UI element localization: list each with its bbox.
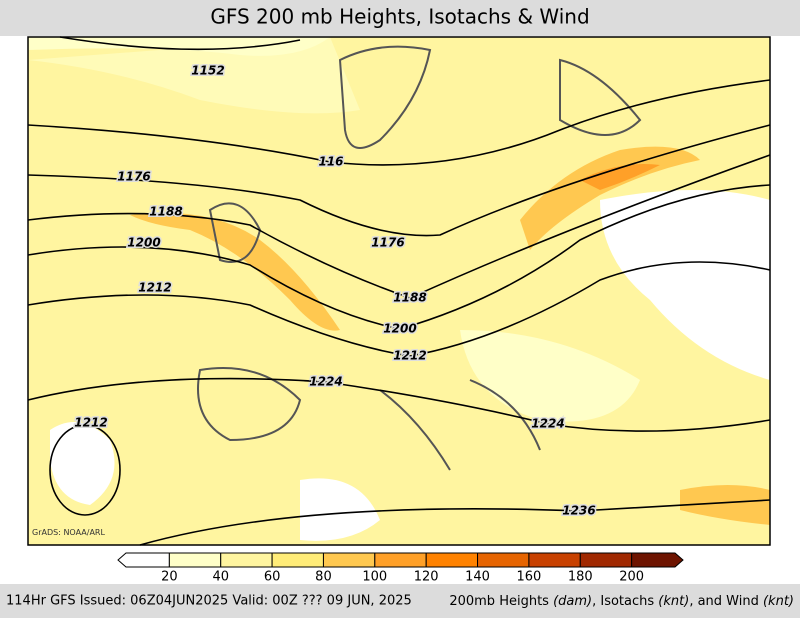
colorbar-segment [631, 552, 684, 568]
colorbar-label: 200 [619, 570, 644, 585]
contour-label: 1224 [531, 417, 564, 431]
colorbar-segment [579, 552, 633, 568]
contour-line [139, 499, 771, 546]
colorbar-segment [322, 552, 376, 568]
colorbar-segment [374, 552, 427, 568]
contour-label: 1188 [393, 291, 426, 305]
footer-right-part: (knt) [658, 594, 689, 609]
field-jet-core [580, 164, 660, 190]
footer-right: 200mb Heights (dam), Isotachs (knt), and… [449, 594, 794, 609]
colorbar-segment [117, 552, 170, 568]
colorbar-segment [528, 552, 581, 568]
field-jet [680, 485, 770, 525]
colorbar-segment [168, 552, 222, 568]
contour-labels: 1152 116 1176 1188 1200 1176 1212 1188 1200 1212 1… [73, 62, 597, 519]
footer-right-part: (dam) [553, 594, 592, 609]
colorbar-label: 160 [516, 570, 541, 585]
contour-label: 1212 [138, 281, 171, 295]
contour-label: 116 [318, 155, 343, 169]
colorbar-label: 140 [465, 570, 490, 585]
footer-right-part: 200mb Heights [449, 594, 553, 609]
contour-label: 1236 [562, 504, 595, 518]
field-jet [130, 212, 340, 331]
colorbar-label: 180 [568, 570, 593, 585]
colorbar: 20 40 60 80 100 120 140 160 180 200 [117, 552, 684, 585]
colorbar-label: 120 [414, 570, 439, 585]
colorbar-label: 60 [264, 570, 281, 585]
contour-line [49, 424, 121, 516]
field-white [600, 190, 770, 380]
contour-line [27, 184, 771, 330]
title: GFS 200 mb Heights, Isotachs & Wind [210, 5, 589, 29]
footer-left: 114Hr GFS Issued: 06Z04JUN2025 Valid: 00… [6, 594, 412, 609]
contour-label: 1188 [149, 205, 182, 219]
field-light [28, 37, 360, 114]
field-white [50, 422, 115, 505]
contour-label: 1224 [309, 375, 342, 389]
contour-line [27, 154, 771, 299]
footer-right-part: (knt) [763, 594, 794, 609]
colorbar-label: 100 [362, 570, 387, 585]
contour-label: 1176 [371, 236, 404, 250]
contour-label: 1200 [383, 322, 416, 336]
field-light [460, 330, 640, 422]
contour-label: 1200 [127, 236, 160, 250]
title-bar [0, 0, 800, 36]
colorbar-segment [477, 552, 530, 568]
contour-line [59, 36, 301, 51]
colorbar-label: 40 [212, 570, 229, 585]
map-area: GrADS: NOAA/ARL [27, 36, 771, 546]
contour-label: 1176 [117, 170, 150, 184]
contour-line [27, 377, 771, 432]
contour-line [27, 79, 771, 166]
field-jet [520, 146, 700, 250]
colorbar-segment [271, 552, 324, 568]
map-frame [27, 36, 771, 546]
contour-line [27, 261, 771, 357]
contour-label: 1152 [191, 64, 224, 78]
colorbar-segment [425, 552, 479, 568]
colorbar-label: 20 [161, 570, 178, 585]
colorbar-segment [220, 552, 273, 568]
field-white [300, 478, 380, 541]
contour-line [27, 124, 771, 237]
footer-bar [0, 584, 800, 618]
footer-right-part: , and Wind [689, 594, 763, 609]
credit: GrADS: NOAA/ARL [32, 528, 105, 537]
footer-right-part: , Isotachs [592, 594, 658, 609]
colorbar-label: 80 [315, 570, 332, 585]
contour-label: 1212 [74, 416, 107, 430]
contour-label: 1212 [393, 349, 426, 363]
